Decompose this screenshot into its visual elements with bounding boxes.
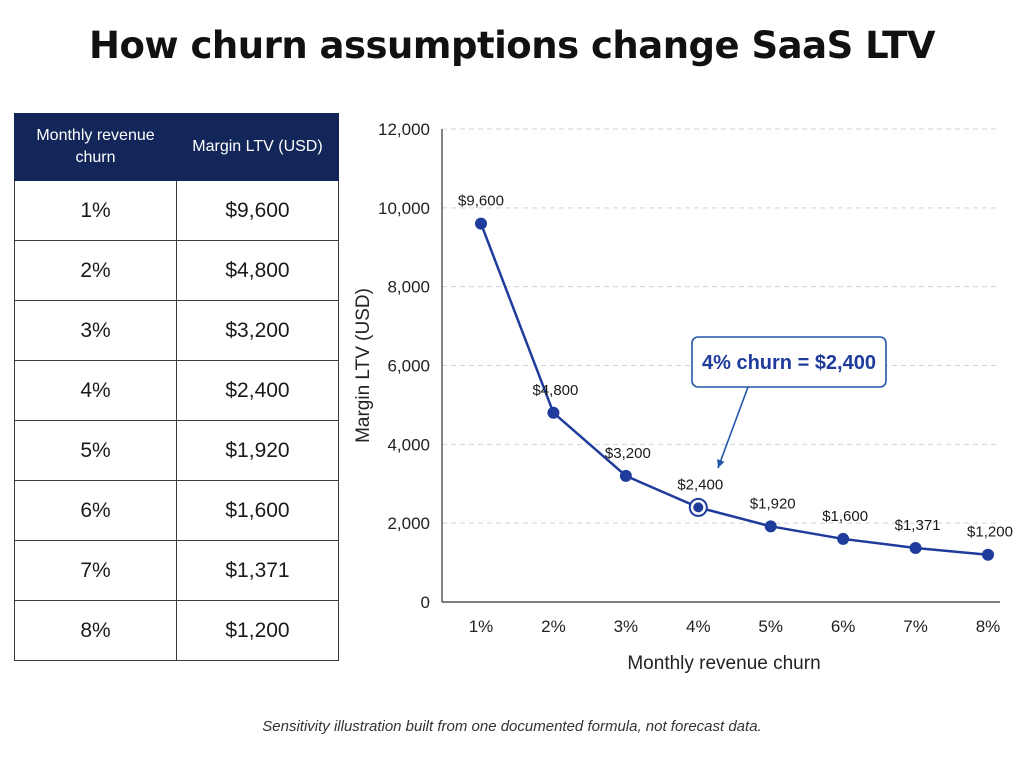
annotation-text: 4% churn = $2,400: [702, 352, 876, 374]
ltv-table: Monthly revenue churn Margin LTV (USD) 1…: [14, 113, 339, 661]
table-header-row: Monthly revenue churn Margin LTV (USD): [14, 113, 339, 181]
data-point: [619, 469, 632, 482]
x-tick-label: 2%: [541, 617, 566, 636]
data-label: $1,920: [750, 495, 796, 512]
x-tick-label: 5%: [758, 617, 783, 636]
highlight-point: [693, 502, 704, 513]
table-cell-churn: 2%: [14, 240, 177, 301]
y-tick-label: 0: [421, 593, 430, 612]
chart-title: How churn assumptions change SaaS LTV: [89, 24, 935, 67]
y-tick-label: 10,000: [378, 199, 430, 218]
data-label: $4,800: [532, 382, 578, 399]
data-point: [764, 520, 777, 533]
y-axis-label: Margin LTV (USD): [353, 288, 374, 443]
data-point: [837, 532, 850, 545]
table-row: 2% $4,800: [14, 240, 339, 301]
table-header-churn: Monthly revenue churn: [14, 113, 177, 181]
table-cell-ltv: $1,600: [176, 480, 339, 541]
table-cell-churn: 4%: [14, 360, 177, 421]
y-tick-label: 2,000: [387, 514, 430, 533]
table-row: 6% $1,600: [14, 480, 339, 541]
x-tick-label: 7%: [903, 617, 928, 636]
y-tick-label: 4,000: [387, 435, 430, 454]
data-label: $3,200: [605, 445, 651, 462]
x-tick-label: 1%: [469, 617, 494, 636]
data-label: $1,371: [895, 517, 941, 534]
table-cell-churn: 8%: [14, 600, 177, 661]
table-row: 7% $1,371: [14, 540, 339, 601]
annotation-arrow-line: [717, 386, 749, 469]
ltv-line-chart: 0 2,000 4,000 6,000 8,000 10,000 12,000 1% 2% 3% 4…: [353, 120, 1013, 674]
table-row: 5% $1,920: [14, 420, 339, 481]
table-row: 8% $1,200: [14, 600, 339, 661]
data-point: [547, 406, 560, 419]
annotation-arrowhead: [717, 459, 725, 468]
x-tick-label: 3%: [614, 617, 639, 636]
data-label: $9,600: [458, 193, 504, 210]
x-axis-label: Monthly revenue churn: [627, 653, 820, 674]
y-tick-label: 12,000: [378, 120, 430, 139]
table-cell-churn: 7%: [14, 540, 177, 601]
y-tick-label: 8,000: [387, 278, 430, 297]
data-label: $1,600: [822, 508, 868, 525]
table-cell-churn: 1%: [14, 180, 177, 241]
ltv-table-container: Monthly revenue churn Margin LTV (USD) 1…: [14, 113, 339, 661]
table-cell-churn: 6%: [14, 480, 177, 541]
table-cell-ltv: $3,200: [176, 300, 339, 361]
y-tick-label: 6,000: [387, 357, 430, 376]
annotation-box: [691, 336, 887, 388]
data-label: $2,400: [677, 476, 723, 493]
data-label: $1,200: [967, 524, 1013, 541]
table-row: 3% $3,200: [14, 300, 339, 361]
data-point: [982, 548, 994, 561]
table-cell-ltv: $9,600: [176, 180, 339, 241]
table-cell-ltv: $2,400: [176, 360, 339, 421]
x-tick-label: 6%: [831, 617, 856, 636]
table-row: 4% $2,400: [14, 360, 339, 421]
data-point: [909, 541, 922, 554]
table-cell-ltv: $1,920: [176, 420, 339, 481]
series-line: [479, 223, 989, 556]
table-header-ltv: Margin LTV (USD): [176, 113, 339, 181]
table-cell-ltv: $4,800: [176, 240, 339, 301]
table-cell-ltv: $1,371: [176, 540, 339, 601]
x-tick-label: 8%: [976, 617, 1001, 636]
table-cell-churn: 3%: [14, 300, 177, 361]
table-cell-churn: 5%: [14, 420, 177, 481]
footnote: Sensitivity illustration built from one …: [262, 718, 762, 735]
data-point: [475, 217, 487, 230]
table-row: 1% $9,600: [14, 180, 339, 241]
table-cell-ltv: $1,200: [176, 600, 339, 661]
x-tick-label: 4%: [686, 617, 711, 636]
